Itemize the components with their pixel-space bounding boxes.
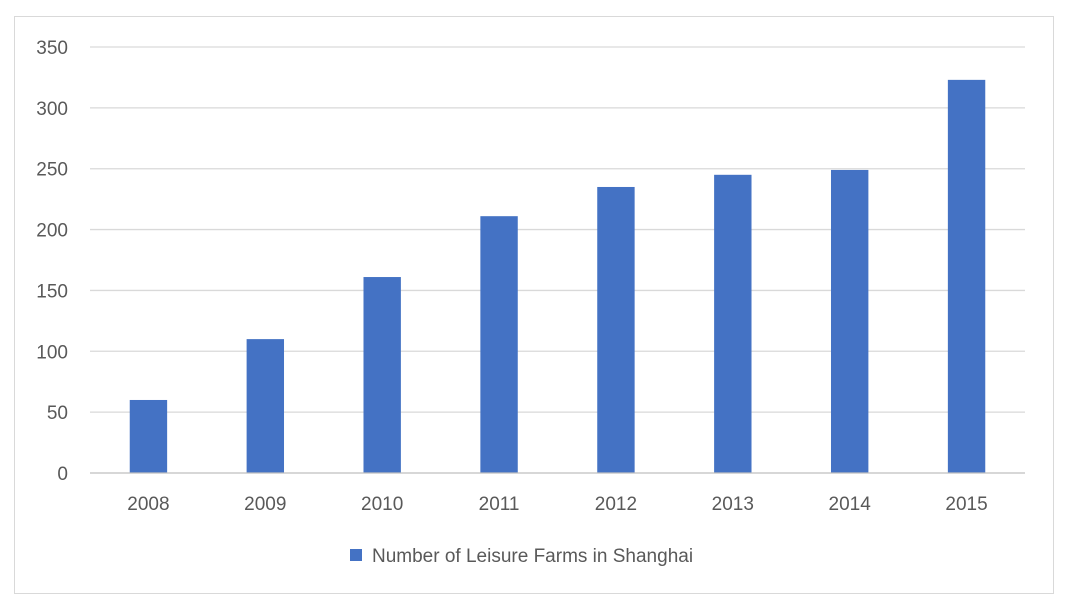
bars <box>129 79 986 474</box>
x-tick-label: 2014 <box>829 494 872 515</box>
y-tick-label: 100 <box>36 342 68 363</box>
y-axis-ticks: 0 50 100 150 200 250 300 350 <box>36 38 68 485</box>
x-tick-label: 2012 <box>595 494 637 515</box>
y-tick-label: 150 <box>36 281 68 302</box>
bar-2008 <box>129 399 168 473</box>
x-axis-ticks: 2008 2009 2010 2011 2012 2013 2014 2015 <box>127 494 987 515</box>
chart-frame <box>14 16 1054 594</box>
y-tick-label: 50 <box>47 403 68 424</box>
bar-2015 <box>947 79 986 473</box>
x-tick-label: 2009 <box>244 494 286 515</box>
bar-2011 <box>480 216 518 473</box>
x-tick-label: 2010 <box>361 494 403 515</box>
y-tick-label: 350 <box>36 38 68 59</box>
y-tick-label: 0 <box>57 464 68 485</box>
bar-2009 <box>246 339 285 473</box>
x-tick-label: 2015 <box>945 494 987 515</box>
legend: Number of Leisure Farms in Shanghai <box>350 546 693 567</box>
bar-2012 <box>597 186 635 473</box>
x-tick-label: 2008 <box>127 494 169 515</box>
bar-2014 <box>830 169 869 473</box>
x-tick-label: 2013 <box>712 494 754 515</box>
bar-2010 <box>363 277 401 473</box>
bar-2013 <box>714 174 752 474</box>
x-tick-label: 2011 <box>479 494 520 515</box>
y-tick-label: 300 <box>36 99 68 120</box>
y-tick-label: 250 <box>36 160 68 181</box>
gridlines <box>90 46 1025 413</box>
y-tick-label: 200 <box>36 221 68 242</box>
legend-swatch <box>350 549 362 561</box>
legend-label: Number of Leisure Farms in Shanghai <box>372 546 693 567</box>
